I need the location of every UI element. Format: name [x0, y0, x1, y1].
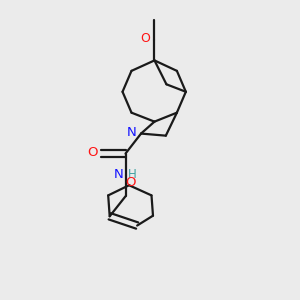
Text: O: O — [125, 176, 136, 189]
Text: O: O — [141, 32, 151, 45]
Text: O: O — [88, 146, 98, 160]
Text: N: N — [113, 168, 123, 181]
Text: H: H — [128, 168, 137, 181]
Text: N: N — [126, 126, 136, 139]
